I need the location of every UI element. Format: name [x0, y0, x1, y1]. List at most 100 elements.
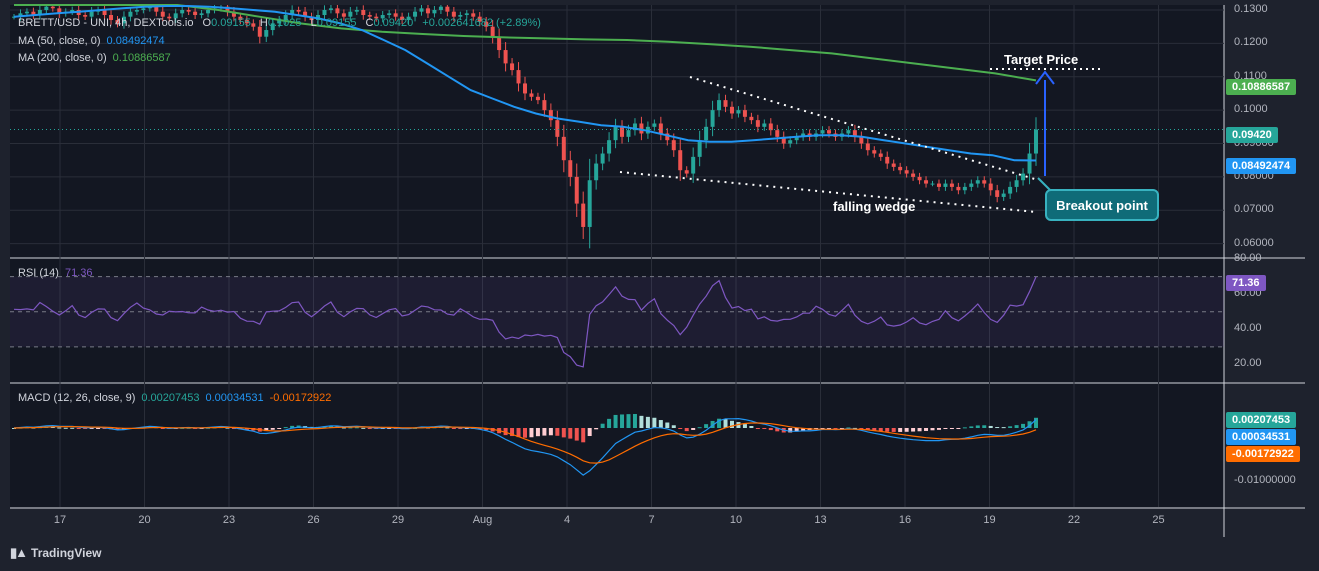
candle-body	[665, 133, 670, 141]
candle-body	[632, 123, 637, 131]
candle-body	[206, 10, 211, 14]
candle-body	[31, 11, 36, 16]
macd-histogram-bar	[574, 428, 579, 441]
rsi-tick-label: 20.00	[1234, 357, 1262, 370]
time-tick-label: 7	[648, 514, 655, 526]
candle-body	[781, 136, 786, 144]
macd-histogram-bar	[484, 428, 489, 431]
time-tick-label: 23	[222, 514, 236, 526]
rsi-tick-label: 80.00	[1234, 252, 1262, 264]
macd-histogram-bar	[244, 428, 249, 430]
macd-histogram-bar	[283, 427, 288, 429]
macd-histogram-bar	[561, 428, 566, 438]
candle-body	[697, 140, 702, 157]
macd-histogram-bar	[1014, 425, 1019, 428]
macd-histogram-bar	[89, 428, 94, 429]
target-arrow-head	[1035, 70, 1055, 85]
macd-histogram-bar	[658, 420, 663, 428]
candle-body	[852, 130, 857, 137]
macd-histogram-bar	[607, 418, 612, 428]
candle-body	[678, 150, 683, 171]
candle-body	[89, 11, 94, 17]
candle-body	[684, 170, 689, 174]
macd-histogram-bar	[859, 428, 864, 429]
macd-histogram-bar	[548, 428, 553, 436]
candle-body	[270, 23, 275, 31]
macd-histogram-bar	[962, 427, 967, 429]
candle-body	[788, 140, 793, 144]
candle-body	[445, 6, 450, 12]
candle-body	[322, 10, 327, 16]
candle-body	[277, 20, 282, 24]
macd-histogram-bar	[762, 428, 767, 429]
candle-body	[393, 13, 398, 17]
macd-histogram-bar	[535, 428, 540, 437]
time-tick-label: 25	[1152, 514, 1165, 526]
macd-histogram-bar	[510, 428, 515, 437]
macd-histogram-bar	[225, 427, 230, 429]
macd-histogram-bar	[620, 414, 625, 428]
candle-body	[904, 170, 909, 174]
candle-body	[775, 130, 780, 137]
candle-body	[186, 10, 191, 12]
macd-histogram-bar	[76, 428, 81, 429]
candle-body	[24, 11, 29, 14]
candle-body	[652, 123, 657, 127]
candle-body	[296, 10, 301, 12]
macd-histogram-bar	[354, 427, 359, 429]
candle-body	[561, 136, 566, 161]
macd-histogram-bar	[361, 427, 366, 429]
macd-histogram-bar	[70, 427, 75, 429]
legend-rsi-label: RSI (14)	[18, 267, 59, 279]
time-tick-label: 16	[898, 514, 912, 526]
macd-histogram-bar	[231, 428, 236, 429]
rsi-band	[10, 276, 1224, 347]
candle-body	[548, 110, 553, 121]
legend-macd-value: 0.00207453	[141, 392, 200, 404]
legend-symbol: BRETT/USD - UNI, 4h, DEXTools.io	[18, 17, 194, 29]
candle-body	[231, 11, 236, 17]
macd-histogram-bar	[717, 418, 722, 428]
candle-body	[975, 180, 980, 184]
candle-body	[658, 123, 663, 134]
candle-body	[607, 140, 612, 154]
candle-body	[510, 63, 515, 71]
macd-histogram-bar	[936, 428, 941, 430]
candle-body	[361, 10, 366, 16]
macd-histogram-bar	[96, 428, 101, 429]
candle-body	[128, 11, 133, 17]
candle-body	[594, 163, 599, 181]
wedge-upper-line	[689, 76, 1039, 181]
legend-rsi-value: 71.36	[64, 267, 93, 279]
legend-ma50-label: MA (50, close, 0)	[18, 35, 101, 47]
macd-histogram-bar	[801, 428, 806, 431]
candle-body	[865, 143, 870, 151]
candle-body	[406, 16, 411, 21]
legend-open: 0.09155	[211, 17, 251, 29]
macd-histogram-bar	[723, 419, 728, 428]
candle-body	[626, 130, 631, 137]
candle-body	[44, 6, 49, 11]
candle-body	[484, 21, 489, 27]
candle-body	[199, 13, 204, 16]
tradingview-logo[interactable]: ▮▲ TradingView	[10, 545, 102, 561]
price-tick-label: 0.06000	[1234, 236, 1274, 249]
time-tick-label: 13	[814, 514, 827, 526]
candle-body	[956, 186, 961, 191]
macd-histogram-bar	[846, 427, 851, 429]
candle-body	[516, 70, 521, 84]
legend-ohlc: BRETT/USD - UNI, 4h, DEXTools.io O0.0915…	[18, 17, 547, 29]
candle-body	[471, 13, 476, 17]
macd-histogram-bar	[885, 428, 890, 432]
candle-body	[620, 126, 625, 137]
macd-histogram-bar	[742, 424, 747, 428]
macd-histogram-bar	[788, 428, 793, 433]
candle-body	[238, 16, 243, 21]
candle-body	[995, 190, 1000, 197]
candle-body	[723, 100, 728, 107]
candle-body	[193, 11, 198, 16]
macd-histogram-bar	[568, 428, 573, 439]
candle-body	[134, 10, 139, 12]
candle-body	[523, 83, 527, 94]
